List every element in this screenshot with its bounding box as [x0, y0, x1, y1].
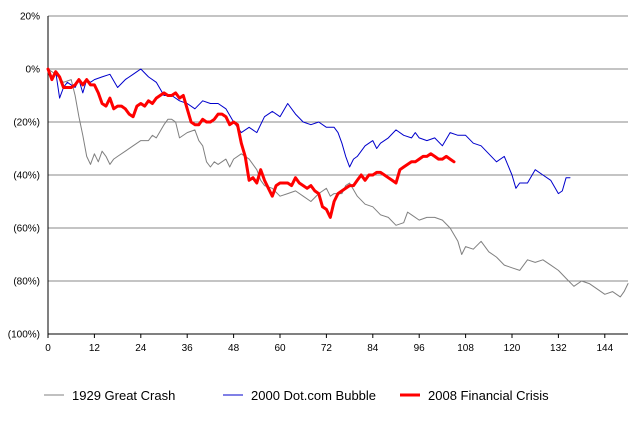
series-line-1 [47, 68, 571, 195]
x-tick-label: 60 [274, 343, 286, 354]
legend-label-1: 2000 Dot.com Bubble [251, 388, 376, 403]
x-tick-label: 96 [414, 343, 426, 354]
y-tick-label: (100%) [8, 330, 40, 341]
legend-label-2: 2008 Financial Crisis [428, 388, 549, 403]
x-tick-label: 0 [45, 343, 51, 354]
x-tick-label: 108 [457, 343, 474, 354]
series-lines [46, 67, 629, 298]
x-tick-label: 36 [182, 343, 194, 354]
x-tick-label: 84 [367, 343, 379, 354]
x-tick-label: 12 [89, 343, 101, 354]
x-tick-label: 132 [550, 343, 567, 354]
y-tick-label: (60%) [13, 224, 40, 235]
y-tick-label: (40%) [13, 171, 40, 182]
x-tick-label: 144 [596, 343, 613, 354]
series-line-2 [46, 67, 456, 219]
legend: 1929 Great Crash 2000 Dot.com Bubble 2008 … [44, 388, 549, 403]
y-tick-label: (20%) [13, 118, 40, 129]
y-tick-label: 20% [20, 12, 40, 23]
y-tick-label: 0% [26, 65, 41, 76]
x-tick-label: 24 [135, 343, 147, 354]
grid-lines [48, 15, 628, 335]
axes [47, 16, 628, 338]
series-line-0 [47, 68, 629, 298]
y-axis-tick-labels: 20% 0% (20%) (40%) (60%) (80%) (100%) [8, 12, 40, 341]
x-axis-tick-labels: 0 12 24 36 48 60 72 84 96 108 120 132 144 [45, 343, 613, 354]
x-tick-label: 120 [504, 343, 521, 354]
x-tick-label: 48 [228, 343, 240, 354]
x-tick-label: 72 [321, 343, 333, 354]
legend-label-0: 1929 Great Crash [72, 388, 175, 403]
y-tick-label: (80%) [13, 277, 40, 288]
